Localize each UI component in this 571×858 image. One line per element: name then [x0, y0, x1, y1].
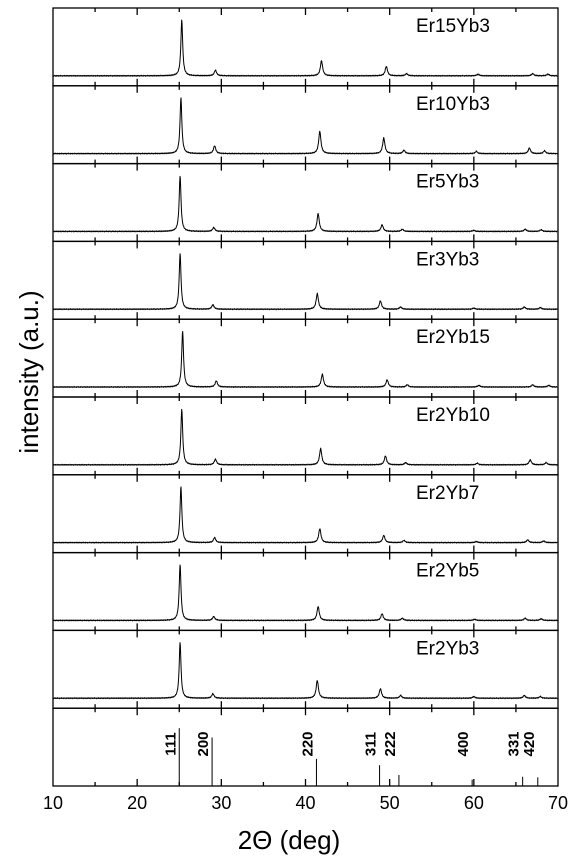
- reference-peak-label: 331: [506, 731, 523, 756]
- x-tick-label: 40: [295, 793, 315, 813]
- sample-label: Er10Yb3: [416, 94, 490, 115]
- x-axis: 10 20 30 40 50 60 70: [43, 793, 568, 813]
- x-axis-title: 2Θ (deg): [238, 825, 341, 855]
- panel-Er2Yb10: Er2Yb10: [52, 396, 559, 476]
- x-tick-label: 50: [380, 793, 400, 813]
- sample-label: Er2Yb10: [416, 405, 490, 426]
- reference-peak-label: 311: [363, 732, 380, 756]
- x-tick-label: 30: [211, 793, 231, 813]
- sample-label: Er2Yb5: [416, 561, 479, 582]
- reference-peak-label: 400: [455, 731, 472, 756]
- panel-frame: [52, 240, 559, 320]
- panel-Er2Yb15: Er2Yb15: [52, 318, 559, 398]
- panel-Er3Yb3: Er3Yb3: [52, 240, 559, 320]
- xrd-trace: [53, 253, 558, 311]
- panel-frame: [52, 162, 559, 243]
- reference-peak-label: 420: [521, 731, 538, 756]
- sample-label: Er2Yb15: [416, 327, 490, 348]
- panel-Er2Yb5: Er2Yb5: [52, 551, 559, 632]
- sample-label: Er15Yb3: [416, 16, 490, 37]
- reference-peak-label: 222: [382, 731, 399, 756]
- sample-label: Er2Yb7: [416, 483, 479, 504]
- x-tick-label: 70: [548, 793, 568, 813]
- panel-Er10Yb3: Er10Yb3: [52, 85, 559, 165]
- xrd-trace: [53, 97, 558, 155]
- xrd-trace: [52, 564, 558, 622]
- sample-label: Er5Yb3: [416, 172, 479, 193]
- panel-Er2Yb3: Er2Yb3: [52, 629, 559, 709]
- reference-peak-label: 111: [162, 732, 179, 755]
- reference-peak-label: 200: [195, 731, 212, 756]
- reference-peak-label: 220: [299, 731, 316, 756]
- panel-Er5Yb3: Er5Yb3: [52, 162, 559, 243]
- x-tick-label: 20: [127, 793, 147, 813]
- y-axis-title: intensity (a.u.): [14, 290, 44, 453]
- panel-frame: [52, 629, 559, 709]
- xrd-trace: [53, 486, 558, 544]
- xrd-trace: [52, 642, 558, 700]
- xrd-trace: [53, 330, 558, 389]
- panel-frame: [52, 474, 559, 554]
- panel-frame: [52, 551, 559, 632]
- xrd-trace: [53, 408, 558, 466]
- panel-Er2Yb7: Er2Yb7: [52, 474, 559, 554]
- x-tick-label: 60: [464, 793, 484, 813]
- sample-panels: Er15Yb3 Er10Yb3 Er5Yb3 Er3Yb3 Er2Yb15 Er2Yb10…: [52, 7, 559, 709]
- sample-label: Er2Yb3: [416, 638, 479, 659]
- x-tick-label: 10: [43, 793, 63, 813]
- sample-label: Er3Yb3: [416, 249, 479, 270]
- xrd-trace: [53, 175, 558, 233]
- xrd-trace: [52, 19, 558, 77]
- panel-Er15Yb3: Er15Yb3: [52, 7, 559, 87]
